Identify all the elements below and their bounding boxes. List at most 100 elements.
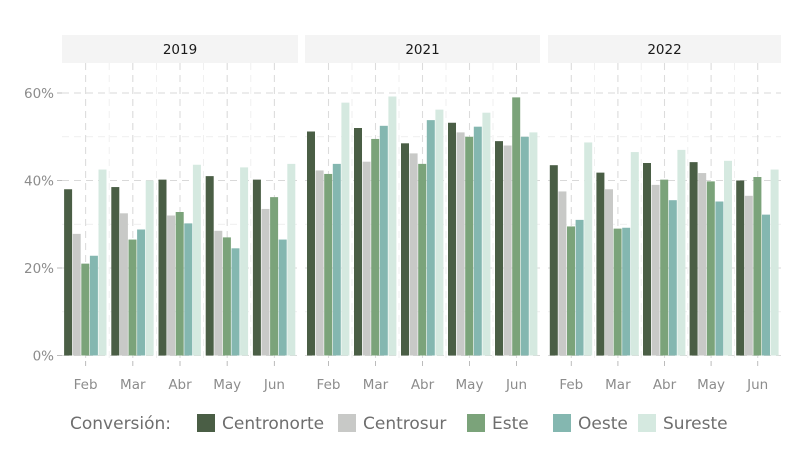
bar (503, 145, 512, 356)
bar (252, 179, 261, 356)
bar (744, 195, 753, 356)
bar (762, 214, 770, 356)
bar (64, 189, 73, 356)
bar (529, 132, 538, 356)
bar (145, 180, 154, 356)
bar (324, 173, 333, 356)
bar (184, 223, 193, 356)
bar (689, 162, 698, 356)
bar (558, 191, 567, 356)
bar (706, 181, 715, 356)
bar (307, 131, 315, 356)
bar (724, 160, 732, 356)
x-tick-label: Jun (746, 377, 768, 393)
bar (379, 125, 388, 356)
x-tick-label: Mar (120, 377, 146, 393)
bar (677, 149, 686, 356)
bar (205, 176, 214, 356)
facet-strip (305, 35, 540, 63)
bar (613, 228, 622, 356)
bar (520, 136, 529, 356)
legend-swatch (467, 414, 485, 432)
bar (261, 208, 270, 356)
x-tick-label: May (456, 377, 484, 393)
x-tick-label: Jun (263, 377, 285, 393)
x-tick-label: Feb (317, 377, 341, 393)
legend-title: Conversión: (70, 414, 171, 434)
legend-swatch (638, 414, 656, 432)
bar (584, 142, 593, 356)
bar (549, 165, 558, 356)
bar (736, 180, 745, 356)
bar (605, 189, 613, 356)
bar (81, 263, 90, 356)
bar (89, 255, 98, 356)
bar (222, 237, 231, 356)
y-tick-label: 60% (24, 86, 54, 102)
bar (388, 96, 397, 356)
x-tick-label: May (213, 377, 241, 393)
facet-label: 2021 (405, 42, 439, 58)
bar (119, 213, 128, 356)
bar (240, 167, 249, 356)
x-tick-label: Abr (411, 377, 435, 393)
bar (753, 177, 762, 356)
bar (137, 229, 146, 356)
x-tick-label: Mar (605, 377, 631, 393)
bar (270, 197, 279, 356)
bar (111, 187, 120, 356)
bar (630, 152, 639, 356)
bar (315, 170, 324, 356)
bar (214, 230, 223, 356)
bar (567, 226, 575, 356)
facet-strip (62, 35, 298, 63)
bar (175, 212, 184, 356)
x-tick-label: Jun (505, 377, 527, 393)
x-tick-label: Mar (363, 377, 389, 393)
y-tick-label: 40% (24, 174, 54, 190)
y-tick-label: 0% (33, 349, 55, 365)
bar (231, 248, 240, 356)
x-tick-label: Feb (74, 377, 98, 393)
legend-label: Centronorte (222, 414, 324, 434)
legend-swatch (338, 414, 356, 432)
bar (418, 163, 427, 356)
bar (128, 239, 137, 356)
bar (448, 122, 456, 356)
bar (575, 219, 584, 356)
bar (409, 153, 418, 356)
bar (456, 132, 465, 356)
bar (98, 169, 107, 356)
facet-strip (548, 35, 781, 63)
x-tick-label: Feb (559, 377, 583, 393)
bar (512, 97, 521, 356)
bar (341, 102, 350, 356)
legend-swatch (553, 414, 571, 432)
bar (698, 173, 707, 356)
bar (596, 172, 605, 356)
bar (401, 143, 409, 356)
bar (435, 109, 444, 356)
bar (643, 163, 651, 356)
bar (495, 141, 503, 356)
legend-label: Centrosur (363, 414, 446, 434)
bar (72, 233, 81, 356)
y-tick-label: 20% (24, 261, 54, 277)
facet-panel: Feb Mar Abr May Jun (305, 63, 540, 393)
bar (426, 120, 435, 356)
bar (167, 215, 176, 356)
bar (158, 179, 167, 356)
bar (371, 138, 380, 356)
bar (465, 136, 474, 356)
x-tick-label: Abr (653, 377, 677, 393)
bar (651, 184, 660, 356)
bar (287, 163, 296, 356)
bar (278, 239, 287, 356)
bar (354, 128, 362, 356)
bar (192, 164, 201, 356)
facet-label: 2019 (163, 42, 197, 58)
bar (473, 126, 482, 356)
legend-label: Sureste (663, 414, 728, 434)
